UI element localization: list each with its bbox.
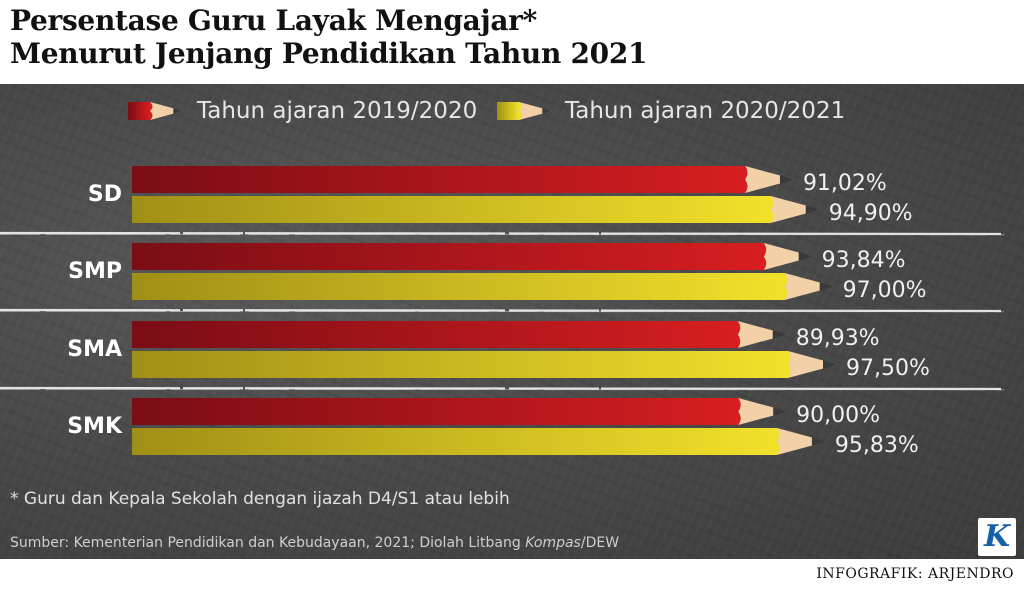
title-line-2: Menurut Jenjang Pendidikan Tahun 2021	[10, 37, 648, 70]
bar-smp-series1-collar	[762, 243, 767, 270]
legend-swatch-2	[497, 102, 553, 120]
bar-smk-series2-collar	[775, 428, 780, 455]
legend-swatch-2-wood	[519, 102, 553, 120]
bar-smp-series2	[132, 273, 835, 300]
value-label-sd-series2: 94,90%	[829, 201, 913, 226]
source-suffix: /DEW	[580, 535, 620, 551]
bar-sma-series2-lead	[822, 360, 838, 369]
bar-sma-series2	[132, 351, 838, 378]
bar-smk-series1-wood	[738, 398, 789, 425]
bar-smk-series2	[132, 428, 827, 455]
legend-swatch-1-body	[128, 102, 150, 120]
bar-sd-series2-collar	[769, 196, 774, 223]
value-label-smp-series1: 93,84%	[822, 248, 906, 273]
pencil-bar-chart: Tahun ajaran 2019/2020 Tahun ajaran 2020/…	[0, 98, 1005, 458]
bar-smk-series1-collar	[737, 398, 741, 425]
bar-sma-series2-wood	[788, 351, 838, 378]
infographic-credit: INFOGRAFIK: ARJENDRO	[816, 566, 1014, 582]
category-label-sd: SD	[88, 182, 122, 207]
bar-smk-series1	[132, 398, 789, 425]
legend-swatch-1	[128, 102, 184, 120]
category-label-sma: SMA	[67, 337, 122, 362]
bar-smp-series1-body	[132, 243, 764, 270]
value-label-smp-series2: 97,00%	[843, 278, 927, 303]
legend-swatch-1-wood	[150, 102, 184, 120]
bar-smk-series2-body	[132, 428, 777, 455]
bars: 91,02% 94,90% 93,84% 97,00% 89,93% 97,50% 90,0…	[132, 166, 930, 458]
chalk-line-3	[0, 386, 1005, 391]
category-label-smp: SMP	[68, 259, 122, 284]
bar-smk-series2-wood	[776, 428, 827, 455]
bar-smk-series1-lead	[773, 407, 789, 416]
value-label-smk-series2: 95,83%	[835, 433, 919, 458]
bar-smp-series1-wood	[763, 243, 814, 270]
legend-swatch-2-lead	[542, 108, 553, 114]
chart-title: Persentase Guru Layak Mengajar* Menurut …	[10, 4, 910, 70]
bar-smk-series1-body	[132, 398, 739, 425]
bar-sma-series1-collar	[736, 321, 741, 348]
legend-swatch-2-body	[497, 102, 519, 120]
bar-sma-series2-collar	[787, 351, 791, 378]
bar-sd-series1-lead	[779, 175, 795, 184]
bar-sma-series1-body	[132, 321, 738, 348]
bar-sma-series2-body	[132, 351, 789, 378]
footnote: * Guru dan Kepala Sekolah dengan ijazah …	[10, 489, 510, 509]
logo-letter: K	[983, 519, 1011, 554]
legend-label-2: Tahun ajaran 2020/2021	[564, 98, 845, 124]
value-label-sma-series2: 97,50%	[846, 356, 930, 381]
source-italic: Kompas	[525, 535, 581, 551]
chalk-line-1	[0, 231, 1005, 236]
source-prefix: Sumber: Kementerian Pendidikan dan Kebud…	[10, 535, 526, 551]
bar-sma-series1-lead	[772, 330, 788, 339]
legend-swatch-2-collar	[518, 102, 522, 120]
title-line-1: Persentase Guru Layak Mengajar*	[10, 4, 537, 37]
bar-smp-series2-lead	[819, 282, 835, 291]
source-note: Sumber: Kementerian Pendidikan dan Kebud…	[10, 535, 619, 551]
bar-smp-series1	[132, 243, 814, 270]
bar-sd-series2-wood	[770, 196, 821, 223]
category-label-smk: SMK	[67, 414, 123, 439]
bar-smp-series2-body	[132, 273, 785, 300]
bar-sma-series1-wood	[737, 321, 788, 348]
bar-smp-series1-lead	[798, 252, 814, 261]
value-label-sd-series1: 91,02%	[803, 171, 887, 196]
bar-smk-series2-lead	[811, 437, 827, 446]
bar-sd-series1	[132, 166, 795, 193]
bar-smp-series2-wood	[784, 273, 835, 300]
bar-sd-series2-body	[132, 196, 771, 223]
value-label-sma-series1: 89,93%	[796, 326, 880, 351]
bar-sd-series2-lead	[805, 205, 821, 214]
kompas-logo: K	[978, 518, 1016, 556]
value-label-smk-series1: 90,00%	[796, 403, 880, 428]
legend-swatch-1-lead	[173, 108, 184, 114]
chalk-line-2	[0, 308, 1005, 313]
category-labels: SD SMP SMA SMK	[67, 182, 123, 439]
bar-sd-series1-wood	[745, 166, 795, 193]
legend: Tahun ajaran 2019/2020 Tahun ajaran 2020/…	[128, 98, 845, 124]
legend-swatch-1-collar	[149, 102, 153, 120]
bar-sd-series1-collar	[744, 166, 748, 193]
chalk-separators	[0, 231, 1005, 391]
bar-smp-series2-collar	[783, 273, 788, 300]
bar-sma-series1	[132, 321, 788, 348]
bar-sd-series1-body	[132, 166, 745, 193]
bar-sd-series2	[132, 196, 821, 223]
legend-label-1: Tahun ajaran 2019/2020	[196, 98, 477, 124]
